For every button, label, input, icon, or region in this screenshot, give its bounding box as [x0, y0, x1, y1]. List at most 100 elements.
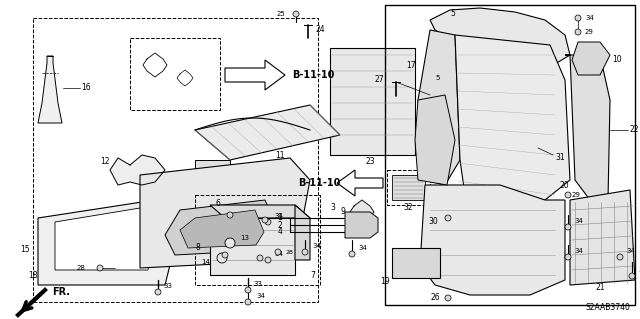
Circle shape	[575, 15, 581, 21]
Circle shape	[302, 249, 308, 255]
Text: 23: 23	[365, 158, 375, 167]
Polygon shape	[225, 60, 285, 90]
Text: 32: 32	[403, 203, 413, 211]
Circle shape	[97, 265, 103, 271]
Text: 8: 8	[195, 243, 200, 253]
Polygon shape	[140, 158, 310, 268]
Polygon shape	[195, 160, 230, 175]
Circle shape	[275, 249, 281, 255]
Circle shape	[349, 251, 355, 257]
Text: 15: 15	[20, 246, 30, 255]
Circle shape	[222, 252, 228, 258]
Text: 28: 28	[76, 265, 85, 271]
Circle shape	[617, 254, 623, 260]
Text: 24: 24	[315, 26, 324, 34]
Circle shape	[265, 219, 271, 225]
Text: 29: 29	[572, 192, 581, 198]
Circle shape	[245, 287, 251, 293]
Polygon shape	[455, 35, 570, 205]
Text: 10: 10	[612, 56, 621, 64]
Polygon shape	[195, 105, 340, 160]
Circle shape	[245, 299, 251, 305]
Text: 34: 34	[358, 245, 367, 251]
Text: 34: 34	[274, 251, 283, 257]
Bar	[392, 175, 425, 200]
Polygon shape	[337, 170, 383, 196]
Text: 19: 19	[380, 278, 390, 286]
Text: FR.: FR.	[52, 287, 70, 297]
Text: 18: 18	[28, 271, 38, 279]
Bar	[130, 38, 220, 110]
Text: 34: 34	[274, 213, 283, 219]
Polygon shape	[418, 30, 460, 185]
Text: 31: 31	[555, 153, 564, 162]
Text: 1: 1	[277, 213, 282, 222]
Circle shape	[227, 212, 233, 218]
Text: 13: 13	[240, 235, 249, 241]
Text: 14: 14	[201, 259, 210, 265]
Polygon shape	[345, 212, 378, 238]
Text: 33: 33	[253, 281, 262, 287]
Polygon shape	[38, 200, 180, 285]
Polygon shape	[392, 248, 440, 278]
Polygon shape	[210, 218, 295, 275]
Text: 20: 20	[560, 181, 570, 189]
Text: B-11-10: B-11-10	[298, 178, 340, 188]
Polygon shape	[330, 48, 415, 155]
Bar	[195, 195, 320, 285]
Polygon shape	[210, 205, 310, 218]
Text: 7: 7	[310, 271, 315, 279]
Text: 5: 5	[435, 75, 440, 81]
Circle shape	[155, 289, 161, 295]
Text: 9: 9	[340, 207, 345, 217]
Text: B-11-10: B-11-10	[292, 70, 334, 80]
Circle shape	[257, 255, 263, 261]
Polygon shape	[38, 56, 62, 123]
Text: 11: 11	[275, 151, 285, 160]
Bar	[33, 18, 318, 302]
Circle shape	[262, 217, 268, 223]
Text: 16: 16	[81, 84, 91, 93]
Text: 34: 34	[574, 218, 583, 224]
Text: 34: 34	[312, 243, 321, 249]
Text: 17: 17	[406, 61, 415, 70]
Text: 22: 22	[630, 125, 639, 135]
Text: 33: 33	[163, 283, 172, 289]
Circle shape	[217, 253, 227, 263]
Text: 4: 4	[277, 227, 282, 236]
Text: 34: 34	[638, 267, 640, 273]
Bar	[385, 5, 635, 305]
Text: 26: 26	[430, 293, 440, 302]
Polygon shape	[350, 200, 374, 224]
Polygon shape	[415, 95, 455, 185]
Text: 28: 28	[285, 249, 293, 255]
Circle shape	[445, 295, 451, 301]
Text: 27: 27	[432, 127, 441, 133]
Polygon shape	[570, 190, 635, 285]
Text: 6: 6	[215, 198, 220, 207]
Circle shape	[565, 254, 571, 260]
Circle shape	[265, 257, 271, 263]
Polygon shape	[565, 55, 610, 200]
Text: 30: 30	[428, 218, 438, 226]
Circle shape	[565, 224, 571, 230]
Text: 25: 25	[276, 11, 285, 17]
Text: 21: 21	[595, 283, 605, 292]
Text: 34: 34	[256, 293, 265, 299]
Circle shape	[575, 29, 581, 35]
Polygon shape	[430, 8, 570, 70]
Text: 2: 2	[277, 220, 282, 229]
Circle shape	[445, 215, 451, 221]
Text: 12: 12	[100, 158, 110, 167]
Polygon shape	[572, 42, 610, 75]
Polygon shape	[295, 205, 310, 260]
Polygon shape	[55, 208, 155, 270]
Circle shape	[565, 192, 571, 198]
Text: 5: 5	[451, 10, 456, 19]
Text: S2AAB3740: S2AAB3740	[585, 303, 630, 313]
Circle shape	[225, 238, 235, 248]
Text: 34: 34	[585, 15, 594, 21]
Text: 34: 34	[574, 248, 583, 254]
Text: 3: 3	[330, 203, 335, 212]
Text: 34: 34	[626, 248, 635, 254]
